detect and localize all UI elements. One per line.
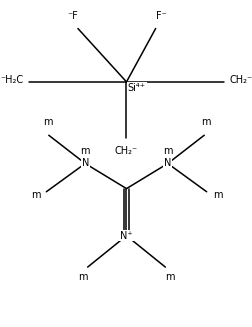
Text: N⁺: N⁺ — [120, 231, 132, 241]
Text: N: N — [81, 159, 88, 168]
Text: F⁻: F⁻ — [156, 11, 166, 21]
Text: ⁻H₂C: ⁻H₂C — [0, 75, 23, 85]
Text: CH₂⁻: CH₂⁻ — [229, 75, 252, 85]
Text: m: m — [80, 146, 90, 156]
Text: m: m — [43, 117, 52, 128]
Text: m: m — [162, 146, 172, 156]
Text: m: m — [31, 190, 40, 200]
Text: m: m — [200, 117, 209, 128]
Text: Si⁴⁺: Si⁴⁺ — [127, 82, 145, 93]
Text: CH₂⁻: CH₂⁻ — [114, 146, 138, 156]
Text: m: m — [212, 190, 221, 200]
Text: N: N — [164, 159, 171, 168]
Text: ⁻F: ⁻F — [68, 11, 78, 21]
Text: m: m — [165, 272, 174, 282]
Text: m: m — [78, 272, 87, 282]
